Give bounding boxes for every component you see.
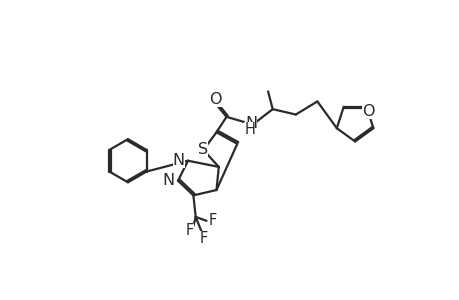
Text: F: F bbox=[208, 213, 216, 228]
Text: F: F bbox=[185, 223, 193, 238]
Text: N: N bbox=[173, 153, 185, 168]
Text: S: S bbox=[198, 142, 208, 157]
Text: N: N bbox=[162, 173, 174, 188]
Text: H: H bbox=[244, 122, 254, 137]
Text: O: O bbox=[361, 104, 373, 119]
Text: F: F bbox=[199, 231, 207, 246]
Text: O: O bbox=[209, 92, 222, 107]
Text: N: N bbox=[245, 116, 257, 130]
